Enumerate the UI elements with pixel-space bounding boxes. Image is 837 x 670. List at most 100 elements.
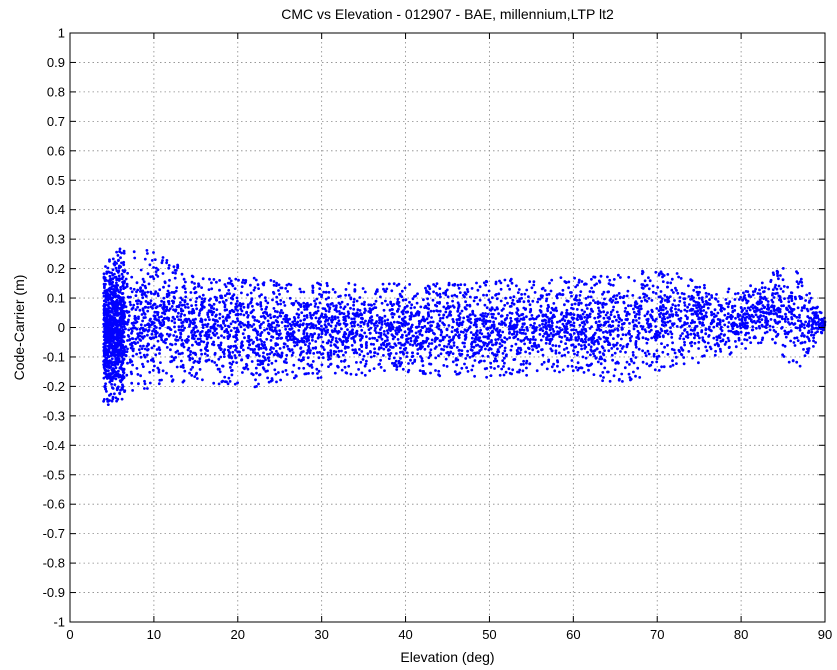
data-point — [326, 341, 330, 345]
data-point — [609, 310, 613, 314]
data-point — [482, 343, 486, 347]
data-point — [112, 313, 116, 317]
data-point — [268, 352, 272, 356]
data-point — [189, 350, 193, 353]
data-point — [170, 343, 174, 347]
data-point — [650, 315, 654, 319]
data-point — [117, 274, 121, 278]
data-point — [239, 305, 243, 308]
data-point — [337, 319, 341, 323]
data-point — [638, 304, 642, 308]
data-point — [673, 351, 677, 355]
data-point — [179, 315, 183, 318]
data-point — [741, 315, 745, 319]
data-point — [763, 286, 767, 290]
data-point — [590, 362, 593, 366]
data-point — [657, 333, 660, 337]
data-point — [811, 306, 815, 309]
data-point — [692, 299, 696, 303]
data-point — [227, 335, 231, 339]
data-point — [130, 341, 134, 345]
data-point — [182, 366, 185, 369]
data-point — [666, 316, 669, 320]
data-point — [421, 339, 425, 343]
data-point — [175, 286, 179, 290]
data-point — [678, 299, 682, 303]
data-point — [305, 332, 309, 335]
data-point — [315, 326, 319, 330]
data-point — [759, 310, 763, 314]
data-point — [565, 346, 569, 350]
data-point — [756, 315, 760, 319]
data-point — [458, 312, 462, 315]
data-point — [411, 297, 415, 301]
data-point — [307, 304, 310, 307]
data-point — [361, 358, 365, 361]
data-point — [134, 316, 138, 320]
data-point — [561, 328, 564, 331]
data-point — [154, 333, 158, 336]
data-point — [288, 349, 292, 353]
data-point — [616, 333, 620, 337]
data-point — [126, 320, 130, 324]
data-point — [227, 376, 231, 380]
data-point — [271, 321, 274, 325]
data-point — [459, 283, 463, 286]
data-point — [308, 311, 312, 315]
data-point — [235, 333, 239, 337]
data-point — [592, 352, 595, 355]
data-point — [360, 328, 364, 332]
data-point — [496, 307, 499, 311]
data-point — [496, 365, 500, 368]
data-point — [141, 336, 145, 340]
data-point — [452, 341, 456, 344]
data-point — [180, 359, 183, 363]
data-point — [170, 291, 174, 294]
data-point — [153, 310, 157, 314]
data-point — [373, 347, 376, 351]
data-point — [737, 338, 741, 342]
data-point — [181, 363, 185, 367]
data-point — [265, 337, 269, 341]
data-point — [743, 307, 747, 310]
data-point — [446, 350, 450, 354]
data-point — [609, 313, 613, 317]
data-point — [213, 327, 217, 331]
data-point — [608, 331, 612, 334]
data-point — [483, 359, 486, 363]
data-point — [528, 352, 532, 355]
data-point — [758, 292, 762, 296]
data-point — [167, 291, 171, 295]
data-point — [769, 318, 773, 321]
data-point — [338, 322, 342, 326]
data-point — [169, 348, 172, 352]
data-point — [119, 286, 122, 289]
data-point — [491, 316, 495, 319]
data-point — [415, 301, 419, 305]
data-point — [456, 323, 459, 326]
data-point — [547, 305, 550, 309]
data-point — [379, 295, 382, 299]
data-point — [603, 366, 607, 370]
data-point — [532, 280, 536, 284]
data-point — [504, 296, 507, 300]
data-point — [724, 298, 728, 301]
data-point — [778, 320, 782, 324]
data-point — [470, 345, 474, 349]
data-point — [555, 325, 559, 329]
data-point — [117, 360, 121, 364]
data-point — [258, 324, 262, 328]
data-point — [739, 330, 743, 334]
data-point — [647, 352, 651, 356]
data-point — [473, 314, 477, 318]
data-point — [143, 382, 147, 386]
data-point — [790, 297, 794, 300]
data-point — [493, 308, 497, 312]
data-point — [418, 332, 422, 336]
data-point — [291, 351, 295, 355]
data-point — [480, 345, 484, 349]
data-point — [107, 310, 111, 313]
data-point — [570, 291, 573, 294]
data-point — [420, 357, 424, 360]
data-point — [325, 315, 328, 319]
